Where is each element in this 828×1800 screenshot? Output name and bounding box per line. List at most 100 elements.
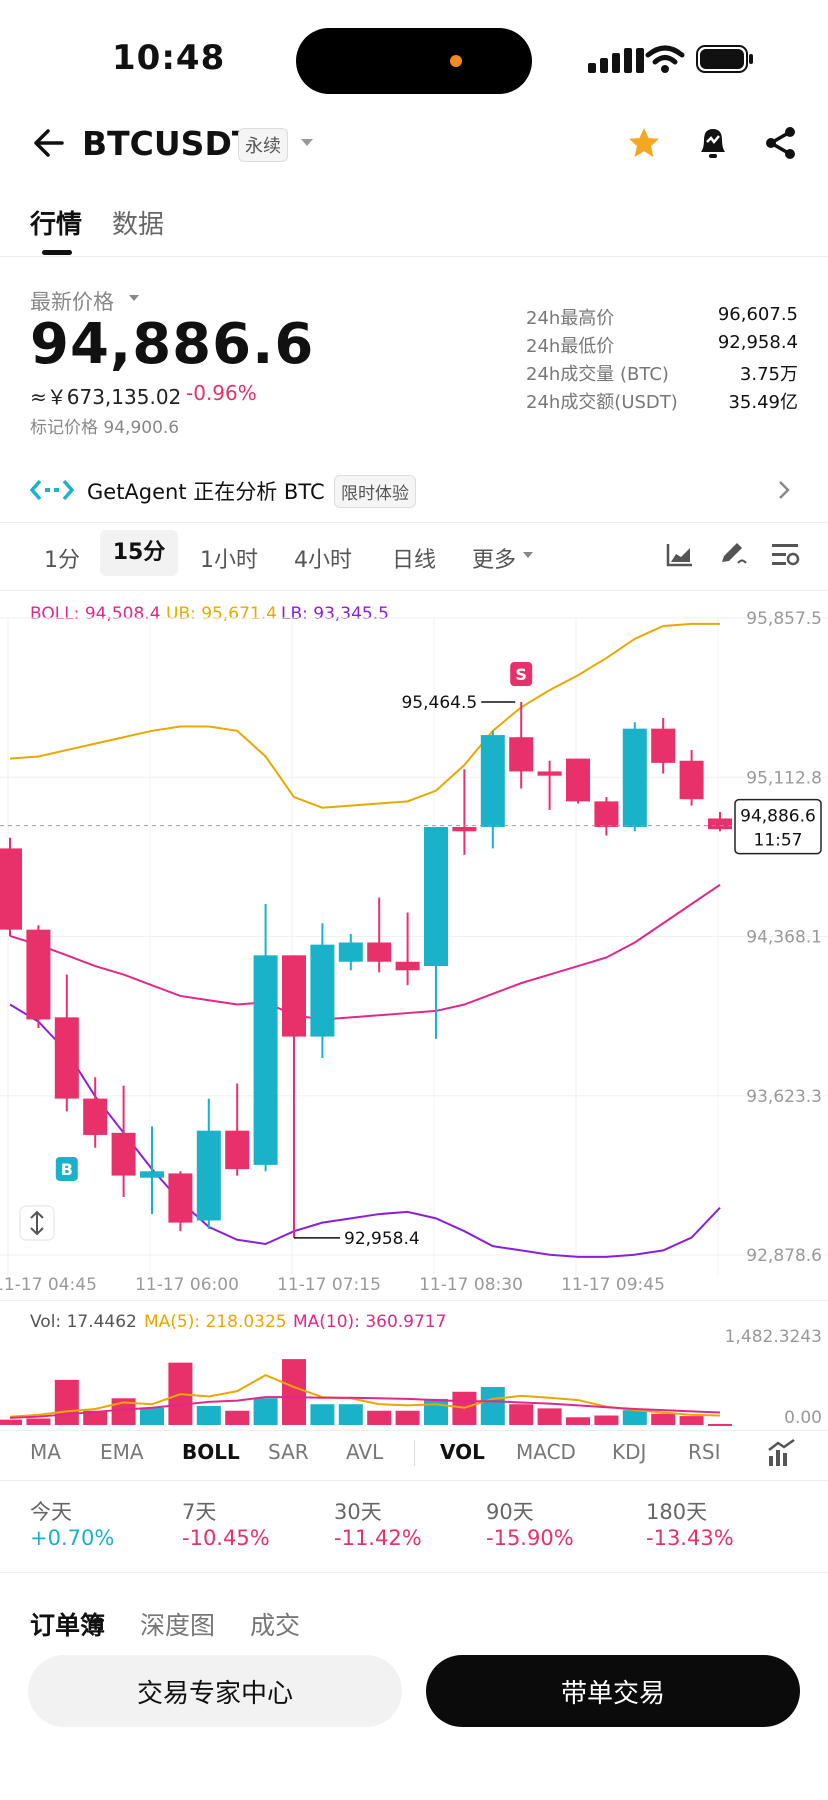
indicator-ma[interactable]: MA bbox=[30, 1440, 61, 1464]
timeframe-4h[interactable]: 4小时 bbox=[294, 548, 352, 573]
limited-trial-badge: 限时体验 bbox=[334, 475, 416, 508]
share-icon[interactable] bbox=[764, 126, 798, 160]
indicator-vol[interactable]: VOL bbox=[440, 1440, 485, 1464]
indicator-ema[interactable]: EMA bbox=[100, 1440, 144, 1464]
tab-depth-chart[interactable]: 深度图 bbox=[140, 1611, 216, 1640]
wifi-icon bbox=[645, 45, 685, 73]
trading-expert-center-button[interactable]: 交易专家中心 bbox=[28, 1655, 402, 1727]
tab-order-book[interactable]: 订单簿 bbox=[30, 1611, 106, 1640]
draw-tool-icon[interactable] bbox=[718, 538, 748, 568]
volume-bar bbox=[594, 1415, 619, 1425]
resize-arrows-icon bbox=[30, 1210, 44, 1236]
candle-body bbox=[537, 771, 562, 776]
sell-marker-badge bbox=[510, 662, 533, 687]
high-price-annotation: 95,464.5 bbox=[401, 693, 477, 713]
divider bbox=[0, 590, 828, 591]
volume-bar bbox=[196, 1406, 221, 1425]
y-tick-label: 94,368.1 bbox=[746, 928, 822, 948]
active-tab-indicator bbox=[42, 250, 72, 255]
getagent-banner[interactable]: GetAgent 正在分析 BTC 限时体验 bbox=[0, 460, 828, 520]
tab-trades[interactable]: 成交 bbox=[250, 1611, 301, 1640]
chevron-down-icon[interactable] bbox=[522, 551, 534, 559]
divider bbox=[0, 1572, 828, 1573]
candle-body bbox=[168, 1173, 193, 1223]
price-type-label[interactable]: 最新价格 bbox=[30, 290, 114, 314]
candle-body bbox=[225, 1130, 250, 1170]
tab-data[interactable]: 数据 bbox=[112, 210, 165, 240]
price-cny: ≈￥673,135.02 bbox=[30, 385, 182, 409]
perf-label: 180天 bbox=[646, 1500, 708, 1524]
star-icon[interactable] bbox=[627, 126, 661, 160]
timeframe-1h[interactable]: 1小时 bbox=[200, 548, 258, 573]
chart-type-icon[interactable] bbox=[666, 540, 694, 568]
indicator-kdj[interactable]: KDJ bbox=[612, 1440, 647, 1464]
indicator-avl[interactable]: AVL bbox=[346, 1440, 384, 1464]
perf-label: 7天 bbox=[182, 1500, 217, 1524]
volume-y-tick-label: 1,482.3243 bbox=[725, 1327, 822, 1347]
banner-text: GetAgent 正在分析 BTC bbox=[87, 480, 325, 504]
vol-ma10-legend: MA(10): 360.9717 bbox=[293, 1312, 447, 1332]
mark-price: 标记价格 94,900.6 bbox=[30, 418, 180, 438]
low-price-annotation: 92,958.4 bbox=[344, 1229, 420, 1249]
indicator-boll[interactable]: BOLL bbox=[182, 1440, 240, 1464]
price-alert-bell-icon[interactable] bbox=[696, 124, 730, 162]
x-tick-label: 11-17 07:15 bbox=[277, 1275, 381, 1295]
indicator-rsi[interactable]: RSI bbox=[688, 1440, 721, 1464]
stat-label: 24h最低价 bbox=[526, 336, 615, 357]
candlestick-chart[interactable]: 95,857.5 95,112.8 94,368.1 93,623.3 92,878.6… bbox=[0, 600, 828, 1300]
indicator-settings-icon[interactable] bbox=[766, 1438, 796, 1468]
battery-icon bbox=[696, 45, 753, 73]
candle-body bbox=[83, 1098, 108, 1135]
perf-value: -13.43% bbox=[646, 1526, 734, 1550]
current-price-label: 94,886.6 bbox=[740, 807, 816, 827]
tab-market[interactable]: 行情 bbox=[30, 210, 83, 240]
volume-bar bbox=[537, 1408, 562, 1425]
stat-value: 92,958.4 bbox=[717, 332, 798, 353]
candle-body bbox=[367, 942, 392, 962]
volume-bar bbox=[509, 1404, 534, 1425]
price-change-percent: -0.96% bbox=[186, 381, 257, 405]
divider bbox=[0, 1300, 828, 1301]
y-tick-label: 95,112.8 bbox=[746, 768, 822, 788]
candle-body bbox=[282, 955, 306, 1037]
candle-body bbox=[708, 818, 732, 830]
volume-ma10-line bbox=[9, 1396, 721, 1419]
candle-body bbox=[0, 848, 22, 930]
volume-ma5-line bbox=[9, 1374, 721, 1418]
volume-bar bbox=[622, 1410, 647, 1425]
back-arrow-icon[interactable] bbox=[32, 126, 66, 160]
x-tick-label: 11-17 06:00 bbox=[135, 1275, 239, 1295]
chevron-right-icon bbox=[779, 481, 790, 499]
volume-bar bbox=[480, 1387, 505, 1425]
getagent-logo-icon bbox=[30, 479, 74, 501]
candle-body bbox=[509, 737, 534, 772]
indicator-sar[interactable]: SAR bbox=[268, 1440, 309, 1464]
perf-label: 90天 bbox=[486, 1500, 534, 1524]
timeframe-more[interactable]: 更多 bbox=[472, 548, 517, 573]
volume-bar bbox=[566, 1417, 590, 1425]
y-tick-label: 92,878.6 bbox=[746, 1246, 822, 1266]
recording-indicator-icon bbox=[450, 55, 462, 67]
volume-bar bbox=[0, 1419, 22, 1425]
perf-value: -15.90% bbox=[486, 1526, 574, 1550]
timeframe-1m[interactable]: 1分 bbox=[44, 548, 80, 573]
chart-settings-icon[interactable] bbox=[770, 540, 800, 568]
copy-trading-button[interactable]: 带单交易 bbox=[426, 1655, 800, 1727]
symbol-title[interactable]: BTCUSDT bbox=[82, 124, 255, 163]
indicator-macd[interactable]: MACD bbox=[516, 1440, 576, 1464]
volume-bar bbox=[424, 1398, 448, 1425]
divider bbox=[414, 1440, 415, 1466]
timeframe-daily[interactable]: 日线 bbox=[392, 548, 437, 573]
candle-body bbox=[26, 929, 51, 1020]
volume-bar bbox=[338, 1404, 363, 1425]
vol-ma5-legend: MA(5): 218.0325 bbox=[144, 1312, 287, 1332]
chevron-down-icon[interactable] bbox=[128, 294, 140, 302]
status-time: 10:48 bbox=[112, 38, 226, 78]
timeframe-15m[interactable]: 15分 bbox=[100, 530, 178, 576]
chevron-down-icon[interactable] bbox=[300, 138, 314, 148]
volume-bar bbox=[225, 1410, 250, 1425]
candle-body bbox=[480, 735, 505, 828]
boll-legend: BOLL: 94,508.4 bbox=[30, 604, 161, 624]
stat-label: 24h成交量 (BTC) bbox=[526, 364, 669, 385]
stat-value: 96,607.5 bbox=[717, 304, 798, 325]
